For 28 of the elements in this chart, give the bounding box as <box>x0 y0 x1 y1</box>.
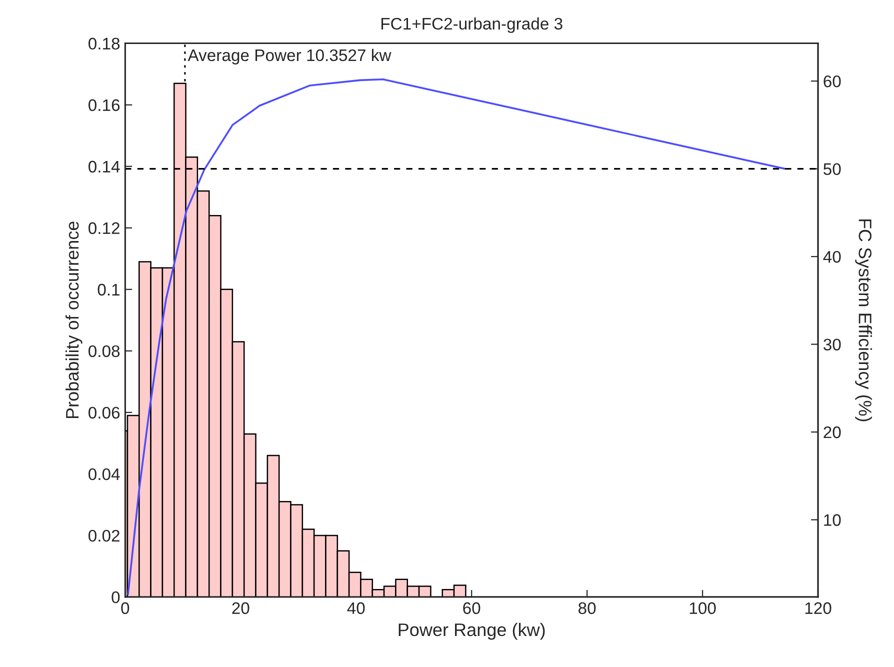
y2-axis-title: FC System Efficiency (%) <box>855 219 872 422</box>
y-tick-label: 0.14 <box>88 160 120 173</box>
y2-tick-label: 60 <box>824 75 841 88</box>
y2-tick-label: 20 <box>824 426 841 438</box>
y-tick-label: 0.16 <box>88 99 120 112</box>
y2-tick-label: 40 <box>823 250 841 263</box>
y2-tick-label: 50 <box>824 163 841 176</box>
x-axis-title: Power Range (kw) <box>398 622 545 640</box>
x-tick-label: 100 <box>690 602 716 614</box>
ref-line-label: Average Power 10.3527 kw <box>188 48 392 64</box>
y-tick-label: 0.08 <box>88 345 120 358</box>
y-tick-label: 0.1 <box>98 284 120 296</box>
y2-tick-label: 10 <box>824 514 841 526</box>
x-tick-label: 60 <box>463 602 480 614</box>
y-tick-label: 0.04 <box>88 468 120 480</box>
x-tick-label: 40 <box>347 602 365 614</box>
x-tick-label: 80 <box>578 602 596 614</box>
y-tick-label: 0.02 <box>88 530 120 542</box>
y-tick-label: 0 <box>112 591 120 604</box>
chart-title: FC1+FC2-urban-grade 3 <box>381 17 562 33</box>
y-tick-label: 0.12 <box>88 222 120 234</box>
y-tick-label: 0.18 <box>88 38 120 50</box>
x-tick-label: 0 <box>121 602 130 614</box>
y2-tick-label: 30 <box>824 338 841 350</box>
y-tick-label: 0.06 <box>88 406 120 419</box>
x-tick-label: 120 <box>805 602 832 614</box>
y-axis-title: Probability of occurrence <box>65 222 82 418</box>
x-tick-label: 20 <box>232 602 250 614</box>
